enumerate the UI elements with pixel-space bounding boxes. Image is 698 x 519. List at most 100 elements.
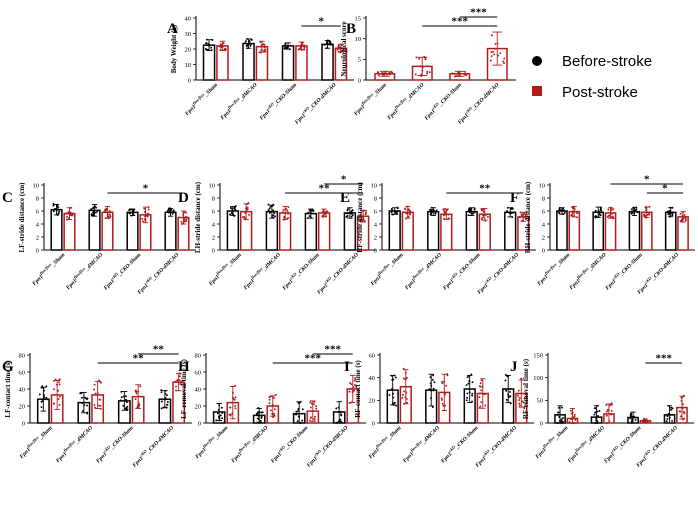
x-tick-label: Fpn1flox/flox_Sham — [366, 423, 403, 460]
data-point — [390, 70, 393, 73]
y-tick-label: 0 — [542, 247, 545, 254]
significance-label: ** — [479, 183, 491, 195]
data-point — [593, 413, 596, 416]
data-point — [430, 211, 433, 214]
data-point — [164, 398, 167, 401]
y-tick-label: 4 — [36, 221, 40, 228]
data-point — [351, 209, 354, 212]
y-tick-label: 0 — [212, 247, 215, 254]
data-point — [466, 376, 469, 379]
data-point — [135, 390, 138, 393]
data-point — [563, 211, 566, 214]
data-point — [644, 211, 647, 214]
data-point — [490, 55, 493, 58]
data-point — [273, 408, 276, 411]
data-point — [167, 211, 170, 214]
data-point — [453, 72, 456, 75]
data-point — [395, 212, 398, 214]
data-point — [612, 208, 615, 211]
data-point — [71, 213, 74, 216]
data-point — [684, 218, 687, 221]
data-point — [563, 209, 565, 212]
significance-label: ** — [133, 353, 145, 365]
data-point — [376, 71, 379, 74]
data-point — [273, 215, 276, 218]
data-point — [593, 407, 596, 410]
data-point — [611, 215, 614, 218]
data-point — [683, 213, 686, 216]
data-point — [340, 413, 342, 416]
data-point — [180, 220, 183, 223]
data-point — [432, 374, 435, 377]
data-point — [680, 219, 683, 221]
data-point — [594, 411, 597, 414]
x-tick-label: Fpn1cKO_CKO-dMCAO — [135, 250, 180, 295]
data-point — [523, 405, 526, 408]
data-point — [205, 42, 208, 45]
data-point — [313, 418, 316, 421]
data-point — [139, 385, 142, 388]
data-point — [160, 400, 163, 403]
data-point — [103, 210, 106, 213]
y-axis-label: LH-stride distance (cm) — [194, 181, 202, 253]
bar — [295, 45, 308, 81]
panel-label: J — [510, 359, 518, 375]
data-point — [429, 208, 431, 211]
data-point — [206, 44, 209, 47]
data-point — [287, 212, 289, 215]
data-point — [178, 379, 181, 382]
data-point — [248, 40, 251, 42]
data-point — [58, 395, 61, 398]
data-point — [268, 402, 271, 405]
data-point — [54, 207, 57, 210]
chart-panel-g: G 0 20 40 60 80 LF-contact time (s) Fpn1flox/fl… — [2, 344, 192, 469]
data-point — [352, 389, 355, 392]
data-point — [141, 217, 144, 220]
data-point — [285, 46, 288, 49]
data-point — [94, 392, 97, 395]
data-point — [249, 44, 252, 47]
data-point — [629, 415, 632, 418]
data-point — [281, 211, 284, 214]
data-point — [323, 43, 326, 46]
data-point — [282, 208, 285, 211]
bar — [427, 210, 440, 251]
y-tick-label: 40 — [185, 15, 192, 22]
x-tick-label: Fpn1cKO_CKO-dMCAO — [475, 250, 520, 295]
y-axis-label: Body Weight (g) — [170, 24, 178, 73]
data-point — [354, 384, 356, 387]
data-point — [518, 404, 521, 407]
data-point — [364, 213, 367, 216]
data-point — [671, 419, 674, 422]
data-point — [560, 418, 563, 421]
data-point — [486, 215, 489, 218]
data-point — [309, 401, 312, 404]
data-point — [147, 208, 150, 211]
y-axis-label: RF-contact time (s) — [354, 360, 362, 418]
data-point — [509, 387, 512, 390]
data-point — [350, 211, 353, 214]
data-point — [354, 377, 356, 380]
data-point — [65, 212, 68, 215]
data-point — [57, 398, 60, 400]
significance-label: * — [644, 174, 650, 186]
data-point — [479, 382, 482, 385]
y-tick-label: 20 — [19, 403, 26, 410]
data-point — [470, 373, 473, 376]
data-point — [315, 405, 318, 408]
chart-panel-e: E 0 2 4 6 8 10 RF-stride distance (cm) Fpn1flox/… — [340, 182, 536, 296]
data-point — [406, 401, 408, 404]
data-point — [313, 415, 316, 418]
data-point — [562, 417, 564, 419]
data-point — [141, 220, 144, 223]
bar — [164, 211, 177, 251]
panel-label: E — [340, 190, 350, 206]
data-point — [480, 389, 483, 392]
data-point — [330, 43, 332, 46]
significance-label: ** — [153, 344, 165, 356]
data-point — [503, 57, 506, 60]
data-point — [517, 389, 520, 392]
data-point — [388, 71, 391, 74]
x-tick-label: Fpn1cKO_CKO-Sham — [422, 80, 464, 122]
